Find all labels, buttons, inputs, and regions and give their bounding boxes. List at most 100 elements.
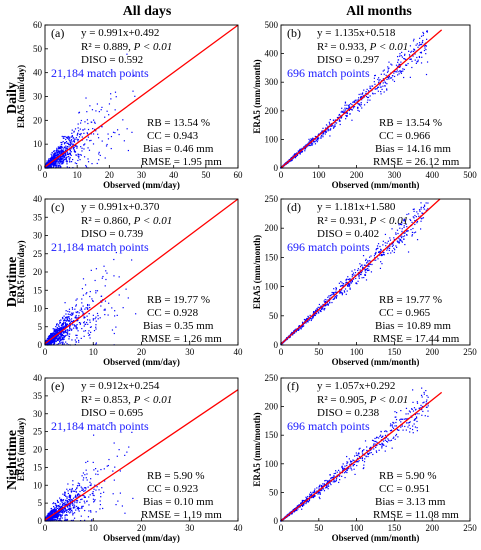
scatter-point	[328, 485, 330, 487]
scatter-point	[90, 478, 92, 480]
scatter-point	[73, 512, 76, 514]
scatter-point	[116, 455, 118, 457]
scatter-point	[379, 435, 381, 437]
scatter-point	[78, 312, 80, 314]
scatter-point	[321, 134, 323, 136]
scatter-point	[61, 505, 64, 507]
scatter-point	[104, 480, 106, 482]
scatter-point	[392, 79, 394, 81]
scatter-point	[67, 492, 69, 495]
scatter-point	[367, 455, 369, 458]
match-points-text: 21,184 match points	[51, 66, 149, 80]
scatter-point	[87, 128, 90, 131]
scatter-point	[363, 268, 365, 270]
scatter-point	[58, 514, 60, 516]
scatter-point	[55, 165, 57, 167]
scatter-point	[80, 337, 82, 340]
fit-line	[44, 24, 239, 168]
scatter-point	[299, 148, 301, 150]
scatter-point	[327, 296, 329, 298]
scatter-point	[412, 401, 414, 403]
scatter-point	[408, 50, 410, 52]
scatter-point	[60, 141, 62, 144]
scatter-point	[88, 504, 90, 506]
scatter-point	[384, 242, 386, 244]
scatter-point	[101, 106, 103, 108]
scatter-point	[62, 504, 64, 506]
scatter-point	[333, 288, 335, 290]
scatter-point	[379, 267, 382, 269]
scatter-point	[57, 328, 59, 330]
scatter-point	[353, 106, 356, 108]
scatter-point	[402, 429, 404, 431]
scatter-point	[51, 516, 54, 518]
scatter-point	[51, 336, 53, 338]
scatter-point	[59, 507, 61, 510]
scatter-point	[84, 143, 86, 145]
scatter-point	[62, 155, 65, 157]
scatter-point	[293, 508, 295, 510]
scatter-point	[75, 327, 77, 329]
scatter-point	[327, 125, 329, 127]
scatter-point	[82, 488, 84, 490]
scatter-point	[68, 308, 71, 310]
scatter-point	[62, 332, 64, 334]
scatter-point	[57, 166, 59, 168]
scatter-point	[57, 157, 59, 159]
scatter-point	[392, 437, 394, 439]
scatter-point	[73, 320, 75, 322]
scatter-point	[81, 505, 83, 508]
scatter-point	[346, 455, 348, 458]
scatter-point	[361, 107, 363, 109]
scatter-point	[56, 327, 58, 329]
scatter-point	[77, 155, 79, 157]
x-tick-label: 50	[201, 170, 211, 180]
scatter-point	[92, 300, 94, 303]
scatter-point	[394, 425, 396, 427]
rmse-text: RMSE = 1.19 mm	[141, 509, 222, 521]
scatter-point	[397, 61, 399, 63]
scatter-point	[314, 314, 316, 316]
scatter-point	[393, 251, 395, 254]
scatter-point	[59, 157, 62, 160]
scatter-point	[69, 512, 71, 514]
scatter-point	[52, 166, 55, 168]
scatter-point	[50, 165, 52, 167]
scatter-point	[394, 416, 396, 418]
scatter-point	[322, 134, 324, 136]
scatter-point	[386, 431, 388, 433]
scatter-point	[398, 239, 401, 241]
scatter-point	[95, 468, 97, 470]
scatter-point	[78, 111, 81, 113]
scatter-point	[88, 304, 90, 306]
scatter-point	[366, 101, 368, 104]
scatter-point	[64, 319, 66, 322]
scatter-point	[66, 497, 68, 499]
scatter-point	[417, 213, 419, 215]
scatter-point	[60, 319, 62, 321]
scatter-point	[298, 325, 300, 328]
scatter-point	[360, 264, 362, 266]
scatter-point	[110, 98, 112, 100]
scatter-point	[388, 439, 390, 441]
scatter-point	[55, 329, 57, 331]
scatter-point	[327, 128, 329, 130]
scatter-point	[426, 395, 428, 397]
scatter-point	[76, 502, 78, 504]
scatter-point	[347, 285, 349, 287]
scatter-point	[84, 496, 87, 498]
scatter-point	[75, 324, 77, 327]
scatter-point	[70, 154, 72, 156]
scatter-point	[290, 160, 292, 162]
scatter-point	[358, 104, 361, 106]
scatter-point	[116, 314, 118, 316]
scatter-point	[61, 341, 63, 343]
fit-equation: y = 0.991x+0.492	[81, 27, 159, 39]
scatter-point	[381, 442, 383, 444]
scatter-point	[370, 271, 373, 273]
scatter-point	[338, 282, 340, 284]
scatter-point	[62, 339, 64, 341]
scatter-point	[357, 106, 359, 109]
scatter-point	[77, 132, 79, 134]
scatter-point	[81, 150, 83, 152]
